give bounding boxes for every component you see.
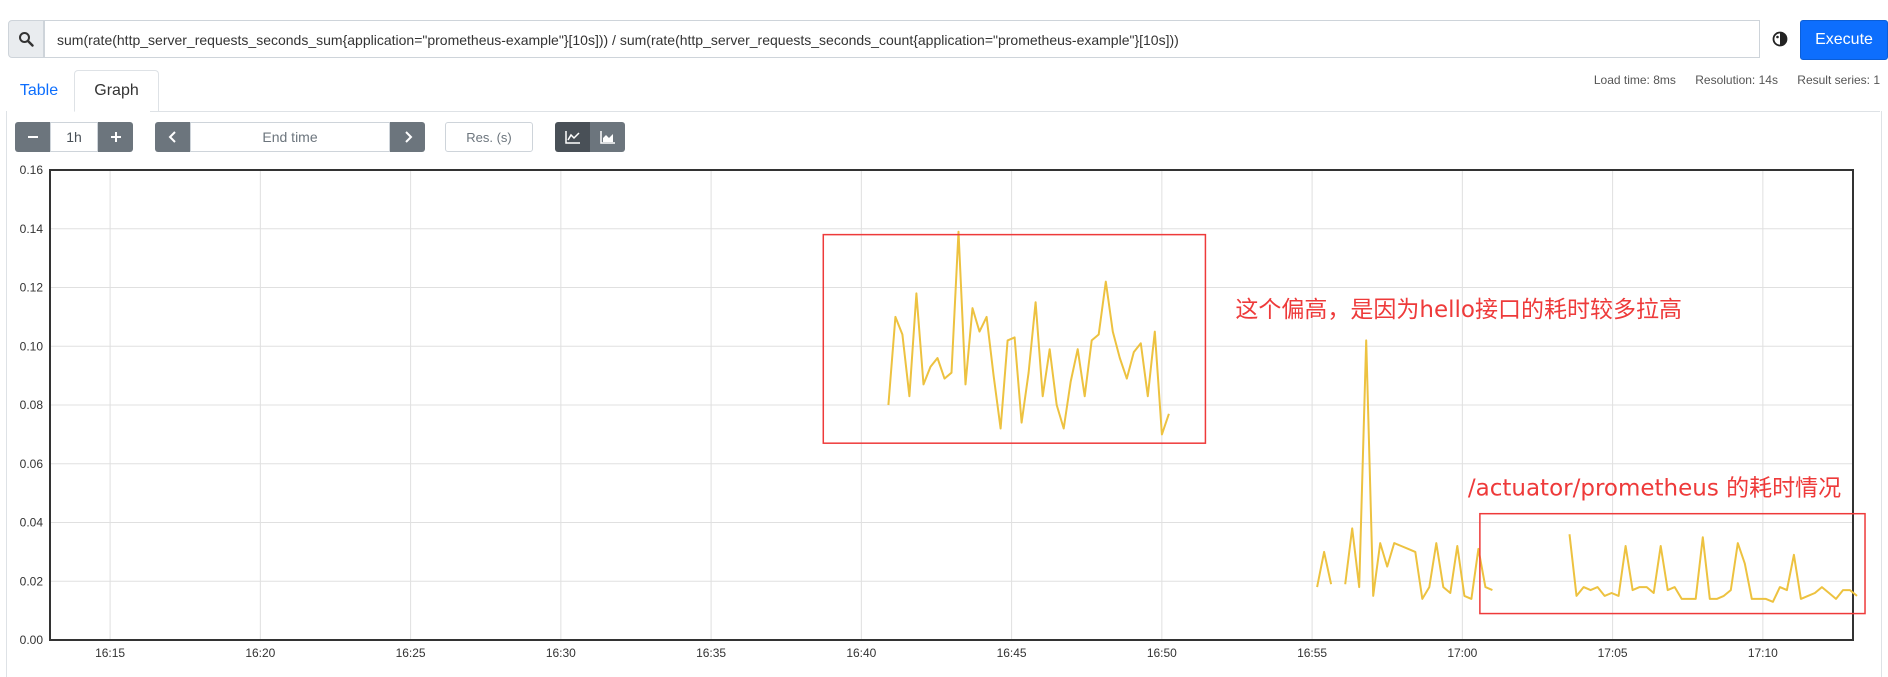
line-chart-icon	[564, 131, 580, 144]
chart-grid	[50, 169, 1853, 641]
resolution: Resolution: 14s	[1695, 73, 1778, 87]
x-tick-label: 16:30	[546, 646, 576, 660]
y-tick-label: 0.12	[20, 281, 44, 295]
series-line	[1568, 534, 1858, 603]
decrease-range-button[interactable]	[15, 122, 50, 152]
next-time-button[interactable]	[390, 122, 425, 152]
line-chart-button[interactable]	[555, 122, 590, 152]
tab-divider	[150, 111, 1880, 112]
x-tick-label: 16:35	[696, 646, 726, 660]
y-tick-label: 0.00	[20, 633, 44, 647]
chevron-right-icon	[404, 131, 412, 143]
series-group	[887, 230, 1858, 603]
stacked-chart-button[interactable]	[590, 122, 625, 152]
search-button[interactable]	[8, 20, 44, 58]
x-axis: 16:15 16:20 16:25 16:30 16:35 16:40 16:45 16:50…	[95, 646, 1778, 660]
y-tick-label: 0.10	[20, 339, 44, 353]
y-axis: 0.00 0.02 0.04 0.06 0.08 0.10 0.12 0.14 0.16	[20, 163, 44, 647]
result-series: Result series: 1	[1797, 73, 1880, 87]
x-tick-label: 16:25	[396, 646, 426, 660]
x-tick-label: 17:10	[1748, 646, 1778, 660]
resolution-input[interactable]: Res. (s)	[445, 122, 533, 152]
x-tick-label: 16:40	[846, 646, 876, 660]
query-stats: Load time: 8ms Resolution: 14s Result se…	[1578, 73, 1880, 87]
x-tick-label: 17:05	[1598, 646, 1628, 660]
y-tick-label: 0.04	[20, 516, 44, 530]
execute-button[interactable]: Execute	[1800, 20, 1888, 60]
query-bar: sum(rate(http_server_requests_seconds_su…	[8, 20, 1888, 60]
series-line	[1344, 339, 1493, 600]
x-tick-label: 16:55	[1297, 646, 1327, 660]
series-line	[1316, 550, 1333, 588]
tab-table[interactable]: Table	[19, 82, 59, 99]
annotation-box	[1479, 512, 1866, 615]
x-tick-label: 16:45	[997, 646, 1027, 660]
y-tick-label: 0.02	[20, 574, 44, 588]
stacked-chart-icon	[599, 131, 615, 144]
minus-icon	[27, 136, 38, 138]
plot-frame	[49, 169, 1854, 641]
annotation-text: /actuator/prometheus 的耗时情况	[1468, 476, 1841, 502]
search-icon	[19, 32, 34, 47]
previous-time-button[interactable]	[155, 122, 190, 152]
y-tick-label: 0.06	[20, 457, 44, 471]
tab-graph[interactable]: Graph	[74, 70, 159, 112]
annotations: 这个偏高，是因为hello接口的耗时较多拉高/actuator/promethe…	[822, 233, 1866, 615]
y-tick-label: 0.16	[20, 163, 44, 177]
x-tick-label: 17:00	[1447, 646, 1477, 660]
x-tick-label: 16:20	[245, 646, 275, 660]
x-tick-label: 16:15	[95, 646, 125, 660]
plus-icon	[110, 132, 121, 142]
graph-chart: 0.00 0.02 0.04 0.06 0.08 0.10 0.12 0.14 0.16 16:…	[20, 163, 1866, 660]
chevron-left-icon	[168, 131, 176, 143]
load-time: Load time: 8ms	[1593, 73, 1676, 87]
range-input[interactable]: 1h	[50, 122, 98, 152]
y-tick-label: 0.14	[20, 222, 44, 236]
metrics-explorer-icon	[1772, 31, 1788, 47]
x-tick-label: 16:50	[1147, 646, 1177, 660]
query-expression-input[interactable]: sum(rate(http_server_requests_seconds_su…	[44, 20, 1760, 58]
series-line	[887, 230, 1170, 436]
end-time-input[interactable]: End time	[190, 122, 390, 152]
metrics-explorer-button[interactable]	[1762, 20, 1798, 58]
y-tick-label: 0.08	[20, 398, 44, 412]
annotation-box	[822, 233, 1207, 444]
increase-range-button[interactable]	[98, 122, 133, 152]
graph-panel	[6, 111, 1882, 677]
annotation-text: 这个偏高，是因为hello接口的耗时较多拉高	[1235, 297, 1682, 323]
